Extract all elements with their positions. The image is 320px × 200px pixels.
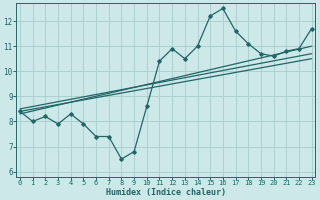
X-axis label: Humidex (Indice chaleur): Humidex (Indice chaleur)	[106, 188, 226, 197]
